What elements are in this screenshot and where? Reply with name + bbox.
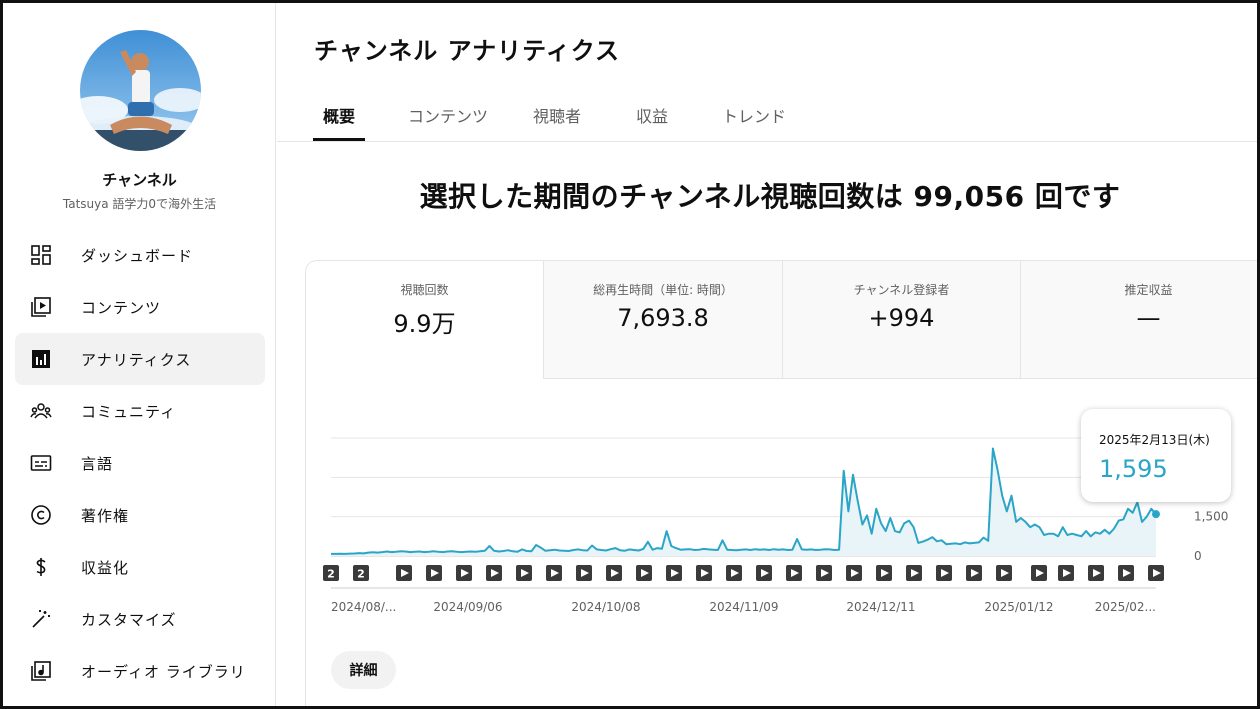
active-tab-indicator xyxy=(313,138,365,141)
sidebar-item-label: ダッシュボード xyxy=(81,246,194,265)
dollar-icon xyxy=(29,555,53,579)
sidebar-item-label: コミュニティ xyxy=(81,402,177,421)
tab-bar: 概要 コンテンツ 視聴者 収益 トレンド xyxy=(277,93,1257,142)
metric-label: 推定収益 xyxy=(1124,283,1173,297)
audio-library-icon xyxy=(29,659,53,683)
sidebar-item-copyright[interactable]: 著作権 xyxy=(15,489,265,541)
metric-value: +994 xyxy=(868,304,935,332)
sidebar-item-label: 言語 xyxy=(81,454,114,473)
page-title: チャンネル アナリティクス xyxy=(314,37,620,65)
summary-headline: 選択した期間のチャンネル視聴回数は 99,056 回です xyxy=(419,180,1121,213)
metric-estimated-revenue[interactable]: 推定収益 — xyxy=(1021,261,1257,379)
sidebar-item-content[interactable]: コンテンツ xyxy=(15,281,265,333)
sidebar: チャンネル Tatsuya 語学力0で海外生活 ダッシュボード コンテンツ xyxy=(3,3,276,706)
sidebar-item-monetization[interactable]: 収益化 xyxy=(15,541,265,593)
metric-subscribers[interactable]: チャンネル登録者 +994 xyxy=(783,261,1021,379)
channel-avatar[interactable] xyxy=(80,30,201,151)
channel-handle: Tatsuya 語学力0で海外生活 xyxy=(62,197,217,211)
tab-content[interactable]: コンテンツ xyxy=(408,107,489,126)
sidebar-item-label: アナリティクス xyxy=(81,350,192,369)
metric-value: 9.9万 xyxy=(393,310,456,338)
subtitles-icon xyxy=(29,451,53,475)
sidebar-item-analytics[interactable]: アナリティクス xyxy=(15,333,265,385)
sidebar-item-community[interactable]: コミュニティ xyxy=(15,385,265,437)
sidebar-item-dashboard[interactable]: ダッシュボード xyxy=(15,229,265,281)
channel-name: チャンネル xyxy=(102,171,177,189)
tooltip-date: 2025年2月13日(木) xyxy=(1099,433,1210,447)
sidebar-item-label: オーディオ ライブラリ xyxy=(81,662,246,681)
sidebar-item-customization[interactable]: カスタマイズ xyxy=(15,593,265,645)
content-icon xyxy=(29,295,53,319)
details-button[interactable]: 詳細 xyxy=(331,651,396,689)
sidebar-nav: ダッシュボード コンテンツ アナリティクス xyxy=(15,229,265,697)
metric-views[interactable]: 視聴回数 9.9万 xyxy=(306,261,544,379)
metric-watch-time[interactable]: 総再生時間（単位: 時間） 7,693.8 xyxy=(544,261,783,379)
metric-value: — xyxy=(1136,304,1161,332)
magic-wand-icon xyxy=(29,607,53,631)
metric-label: 総再生時間（単位: 時間） xyxy=(593,283,733,297)
community-icon xyxy=(29,399,53,423)
tab-trends[interactable]: トレンド xyxy=(722,107,787,126)
copyright-icon xyxy=(29,503,53,527)
chart-tooltip: 2025年2月13日(木) 1,595 xyxy=(1081,409,1231,502)
tab-audience[interactable]: 視聴者 xyxy=(533,107,582,126)
sidebar-item-label: コンテンツ xyxy=(81,298,162,317)
tab-revenue[interactable]: 収益 xyxy=(636,107,669,126)
metric-label: 視聴回数 xyxy=(400,283,449,297)
analytics-icon xyxy=(29,347,53,371)
metric-label: チャンネル登録者 xyxy=(853,283,950,297)
sidebar-item-label: 収益化 xyxy=(81,558,130,577)
sidebar-item-audio-library[interactable]: オーディオ ライブラリ xyxy=(15,645,265,697)
tooltip-value: 1,595 xyxy=(1099,455,1168,483)
tab-overview[interactable]: 概要 xyxy=(323,107,356,126)
metric-value: 7,693.8 xyxy=(617,304,709,332)
sidebar-item-label: カスタマイズ xyxy=(81,610,177,629)
dashboard-icon xyxy=(29,243,53,267)
sidebar-item-languages[interactable]: 言語 xyxy=(15,437,265,489)
sidebar-item-label: 著作権 xyxy=(81,506,130,525)
analytics-card: 視聴回数 9.9万 総再生時間（単位: 時間） 7,693.8 チャンネル登録者… xyxy=(305,260,1257,706)
main-content: チャンネル アナリティクス 概要 コンテンツ 視聴者 収益 トレンド 選択した期… xyxy=(277,3,1257,706)
